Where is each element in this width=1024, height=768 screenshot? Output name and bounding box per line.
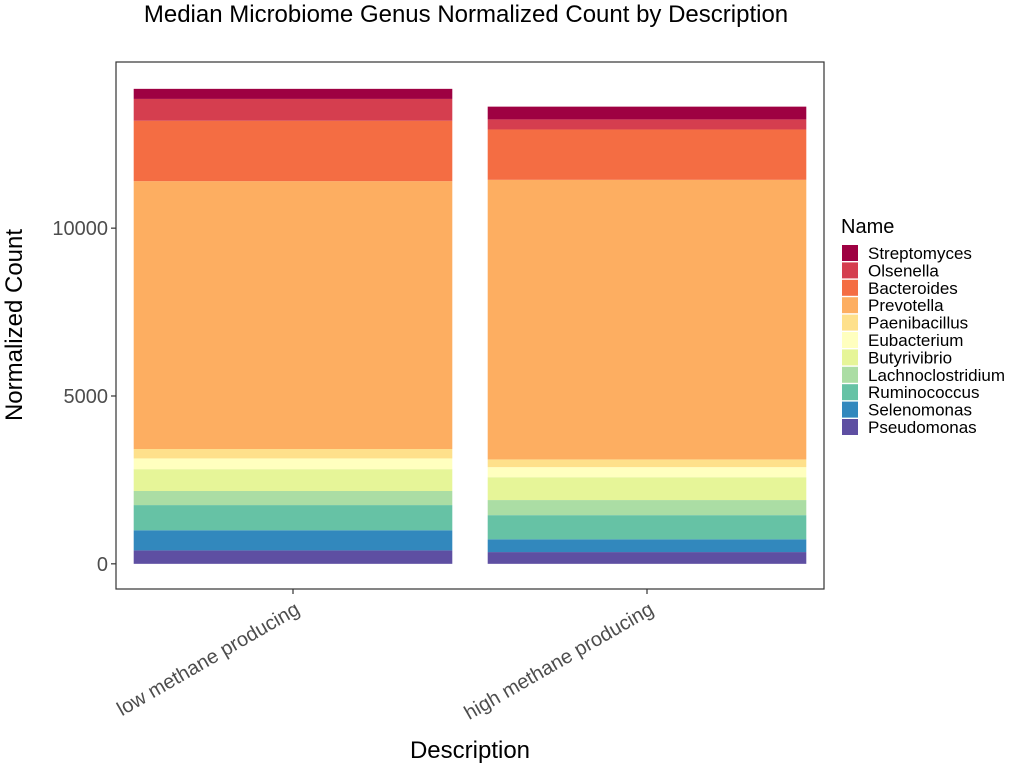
legend-key-ruminococcus <box>842 384 858 401</box>
bar-segment-prevotella-low-methane-producing <box>133 181 453 450</box>
legend-key-pseudomonas <box>842 419 858 435</box>
bar-segment-streptomyces-high-methane-producing <box>487 106 807 120</box>
legend-key-bacteroides <box>842 279 858 296</box>
plot-panel-border <box>115 61 825 590</box>
x-tick-label-low-methane-producing: low methane producing <box>113 598 303 720</box>
y-axis-title: Normalized Count <box>1 229 28 421</box>
legend-key-butyrivibrio <box>842 349 858 366</box>
legend-label-lachnoclostridium: Lachnoclostridium <box>868 366 1005 385</box>
bar-segment-streptomyces-low-methane-producing <box>133 88 453 99</box>
legend-label-butyrivibrio: Butyrivibrio <box>868 348 952 367</box>
bar-segment-selenomonas-high-methane-producing <box>487 539 807 553</box>
legend-key-selenomonas <box>842 401 858 418</box>
bar-segment-lachnoclostridium-high-methane-producing <box>487 500 807 516</box>
bar-segment-ruminococcus-low-methane-producing <box>133 505 453 531</box>
legend-label-bacteroides: Bacteroides <box>868 279 958 298</box>
legend-title: Name <box>841 216 894 238</box>
y-tick-label: 0 <box>97 554 108 576</box>
bar-segment-paenibacillus-high-methane-producing <box>487 459 807 468</box>
y-tick-label: 5000 <box>64 386 109 408</box>
legend-label-ruminococcus: Ruminococcus <box>868 383 980 402</box>
bar-segment-bacteroides-low-methane-producing <box>133 120 453 182</box>
legend-key-eubacterium <box>842 332 858 348</box>
legend-key-paenibacillus <box>842 314 858 331</box>
bar-segment-olsenella-high-methane-producing <box>487 119 807 130</box>
x-tick-label-high-methane-producing: high methane producing <box>461 598 658 724</box>
legend-key-olsenella <box>842 262 858 279</box>
bar-segment-lachnoclostridium-low-methane-producing <box>133 490 453 506</box>
bar-segment-bacteroides-high-methane-producing <box>487 129 807 180</box>
legend-label-pseudomonas: Pseudomonas <box>868 418 977 437</box>
legend-label-eubacterium: Eubacterium <box>868 331 963 350</box>
y-axis: 0 5000 10000 <box>52 218 116 576</box>
bar-segment-pseudomonas-high-methane-producing <box>487 552 807 564</box>
legend-label-streptomyces: Streptomyces <box>868 244 972 263</box>
legend-key-prevotella <box>842 297 858 314</box>
y-tick-label: 10000 <box>52 218 108 240</box>
bar-segment-butyrivibrio-high-methane-producing <box>487 477 807 501</box>
legend-label-olsenella: Olsenella <box>868 261 939 280</box>
legend: Name StreptomycesOlsenellaBacteroidesPre… <box>841 216 1005 437</box>
bar-segment-eubacterium-low-methane-producing <box>133 458 453 470</box>
bar-segment-olsenella-low-methane-producing <box>133 98 453 121</box>
bar-segment-paenibacillus-low-methane-producing <box>133 449 453 459</box>
legend-key-streptomyces <box>842 245 858 261</box>
legend-key-lachnoclostridium <box>842 366 858 383</box>
stacked-bars <box>133 88 807 564</box>
chart-title: Median Microbiome Genus Normalized Count… <box>144 1 788 28</box>
bar-segment-butyrivibrio-low-methane-producing <box>133 469 453 491</box>
bar-segment-ruminococcus-high-methane-producing <box>487 515 807 540</box>
legend-label-prevotella: Prevotella <box>868 296 944 315</box>
x-axis: low methane producing high methane produc… <box>113 589 658 725</box>
x-axis-title: Description <box>410 737 530 764</box>
bar-segment-pseudomonas-low-methane-producing <box>133 550 453 564</box>
bar-segment-prevotella-high-methane-producing <box>487 179 807 460</box>
legend-label-selenomonas: Selenomonas <box>868 401 972 420</box>
bar-segment-selenomonas-low-methane-producing <box>133 530 453 551</box>
bar-segment-eubacterium-high-methane-producing <box>487 467 807 478</box>
legend-label-paenibacillus: Paenibacillus <box>868 314 968 333</box>
